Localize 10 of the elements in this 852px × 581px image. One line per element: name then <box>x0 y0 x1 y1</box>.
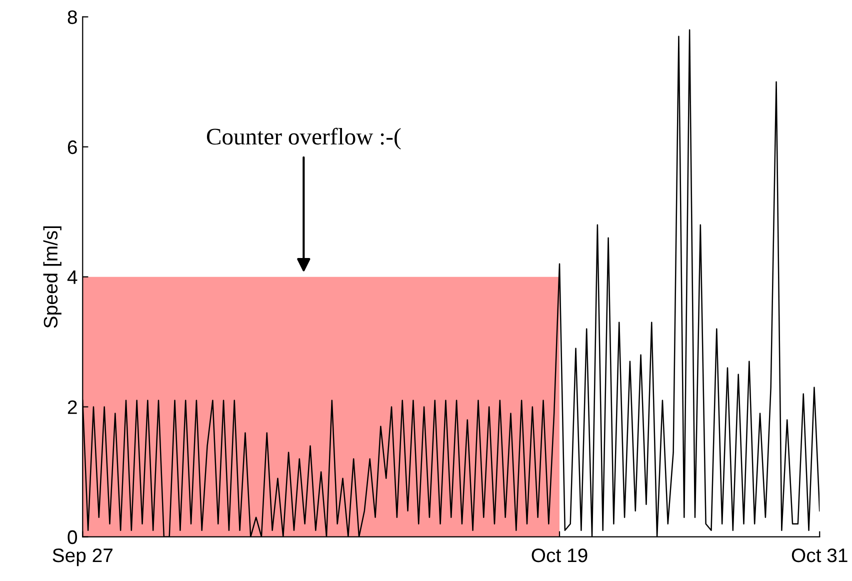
y-axis-title: Speed [m/s] <box>43 226 62 328</box>
y-tick-label: 0 <box>68 530 78 544</box>
x-tick-label: Oct 31 <box>792 548 848 562</box>
y-tick-label: 4 <box>67 270 78 284</box>
x-tick-label: Sep 27 <box>52 548 112 566</box>
y-tick-label: 6 <box>68 140 77 154</box>
x-tick-label: Oct 19 <box>532 548 588 562</box>
annotation: Counter overflow :-( <box>206 128 401 150</box>
y-tick-label: 2 <box>68 400 77 414</box>
y-tick-label: 8 <box>68 10 77 24</box>
